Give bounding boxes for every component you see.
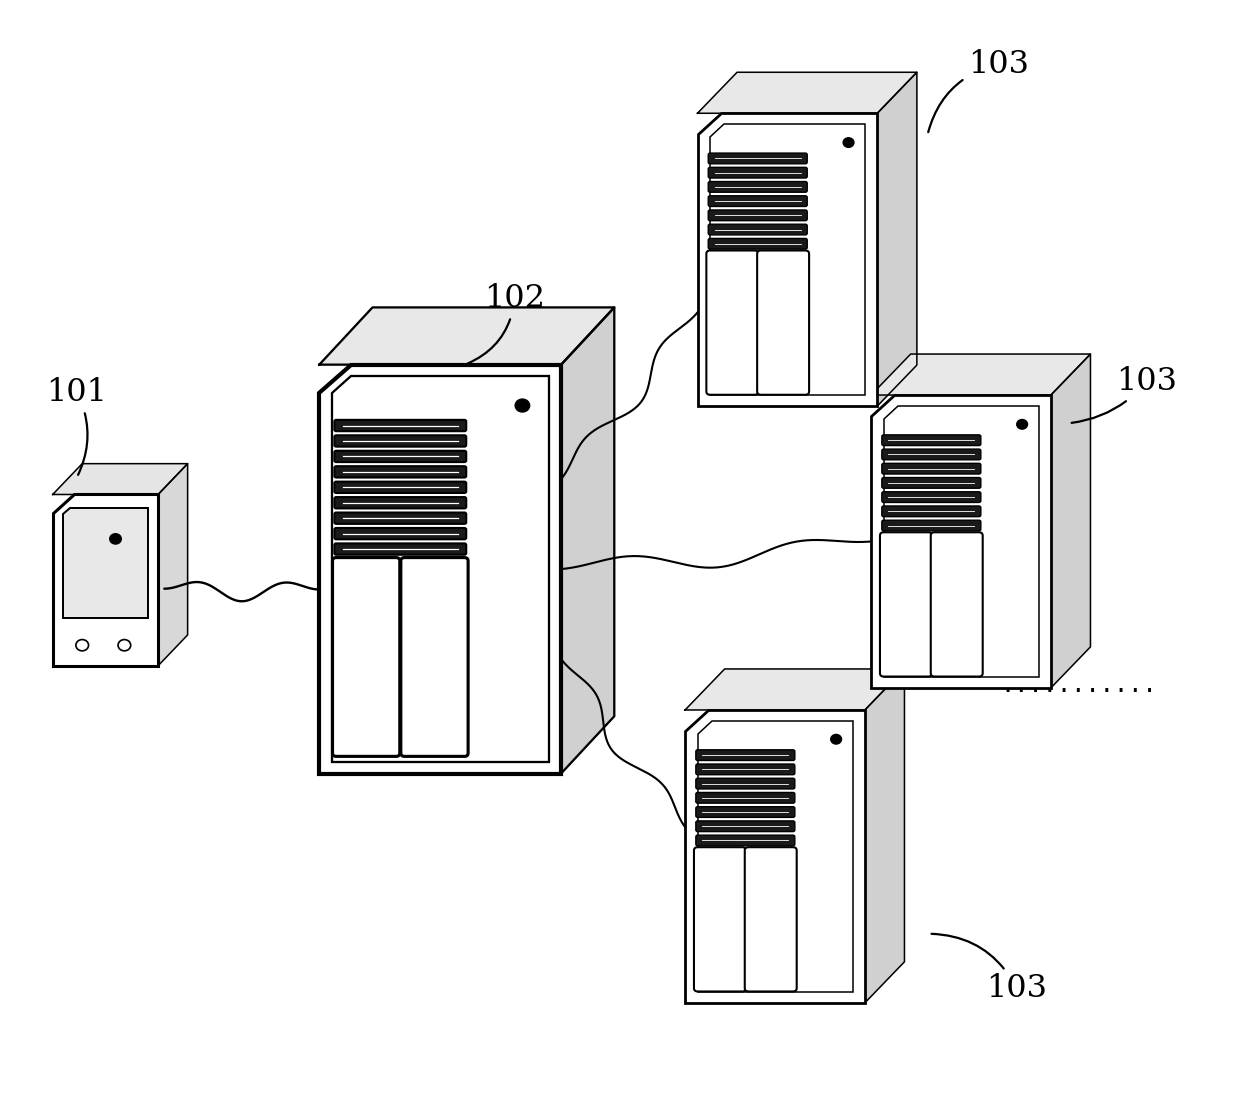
Text: 103: 103: [929, 49, 1029, 133]
FancyBboxPatch shape: [335, 451, 466, 462]
FancyBboxPatch shape: [882, 492, 981, 503]
Polygon shape: [697, 720, 853, 992]
Circle shape: [831, 735, 842, 744]
Polygon shape: [331, 376, 549, 762]
Polygon shape: [684, 709, 866, 1003]
Polygon shape: [883, 406, 1039, 676]
FancyBboxPatch shape: [882, 520, 981, 530]
Polygon shape: [319, 307, 614, 365]
Circle shape: [118, 640, 130, 651]
FancyBboxPatch shape: [931, 533, 982, 676]
FancyBboxPatch shape: [882, 506, 981, 517]
FancyBboxPatch shape: [335, 528, 466, 539]
FancyBboxPatch shape: [707, 251, 759, 394]
FancyBboxPatch shape: [696, 750, 795, 760]
FancyBboxPatch shape: [708, 239, 807, 249]
FancyBboxPatch shape: [335, 497, 466, 508]
Text: 103: 103: [1071, 366, 1178, 423]
Polygon shape: [684, 669, 904, 709]
FancyBboxPatch shape: [696, 835, 795, 845]
Polygon shape: [52, 494, 159, 665]
Polygon shape: [878, 72, 916, 406]
FancyBboxPatch shape: [696, 764, 795, 775]
Polygon shape: [870, 394, 1052, 687]
Circle shape: [843, 138, 854, 147]
Polygon shape: [697, 72, 916, 114]
FancyBboxPatch shape: [882, 463, 981, 474]
Polygon shape: [697, 114, 878, 406]
Polygon shape: [159, 464, 187, 665]
FancyBboxPatch shape: [882, 435, 981, 445]
FancyBboxPatch shape: [335, 466, 466, 477]
Polygon shape: [319, 365, 560, 774]
FancyBboxPatch shape: [880, 533, 932, 676]
FancyBboxPatch shape: [401, 558, 467, 756]
Text: ...........: ...........: [1001, 673, 1157, 697]
FancyBboxPatch shape: [335, 482, 466, 493]
FancyBboxPatch shape: [696, 807, 795, 818]
Circle shape: [76, 640, 88, 651]
FancyBboxPatch shape: [708, 181, 807, 192]
Text: 101: 101: [46, 377, 108, 475]
Circle shape: [515, 399, 529, 412]
FancyBboxPatch shape: [708, 154, 807, 164]
FancyBboxPatch shape: [882, 449, 981, 460]
Polygon shape: [560, 307, 614, 774]
FancyBboxPatch shape: [882, 477, 981, 488]
FancyBboxPatch shape: [335, 513, 466, 524]
FancyBboxPatch shape: [745, 848, 796, 991]
FancyBboxPatch shape: [335, 544, 466, 555]
Polygon shape: [709, 124, 866, 394]
FancyBboxPatch shape: [708, 196, 807, 207]
FancyBboxPatch shape: [708, 167, 807, 178]
FancyBboxPatch shape: [694, 848, 746, 991]
Text: 103: 103: [931, 934, 1048, 1004]
Polygon shape: [1052, 354, 1090, 687]
Polygon shape: [870, 354, 1090, 394]
FancyBboxPatch shape: [332, 558, 399, 756]
Polygon shape: [52, 464, 187, 494]
Circle shape: [109, 534, 122, 544]
Text: 102: 102: [467, 283, 546, 364]
FancyBboxPatch shape: [696, 792, 795, 803]
FancyBboxPatch shape: [335, 420, 466, 431]
FancyBboxPatch shape: [696, 821, 795, 832]
FancyBboxPatch shape: [335, 435, 466, 446]
Polygon shape: [63, 508, 148, 618]
FancyBboxPatch shape: [708, 224, 807, 235]
Circle shape: [1017, 420, 1028, 429]
FancyBboxPatch shape: [708, 210, 807, 221]
FancyBboxPatch shape: [696, 778, 795, 789]
FancyBboxPatch shape: [758, 251, 808, 394]
Polygon shape: [866, 669, 904, 1003]
